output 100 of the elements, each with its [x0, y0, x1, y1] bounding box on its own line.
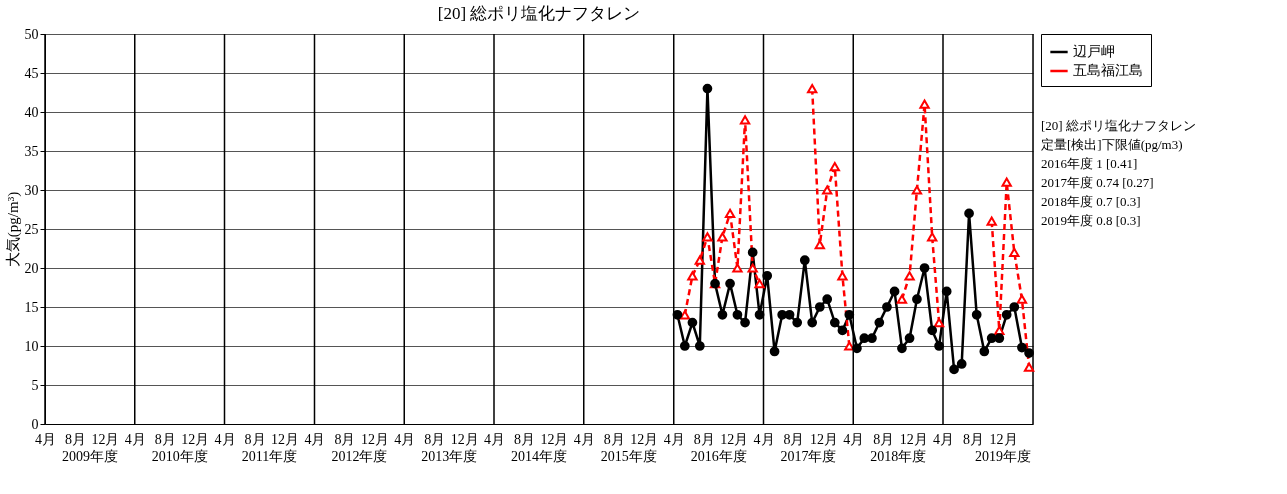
point — [762, 270, 773, 281]
y-tick-label: 50 — [24, 26, 39, 42]
point — [1017, 342, 1027, 353]
x2-tick-label: 2009年度 — [62, 449, 118, 464]
x2-tick-label: 2017年度 — [780, 449, 837, 464]
point — [717, 232, 728, 242]
y-axis-title: 大気(pg/m³) — [4, 191, 22, 268]
x-tick-label: 4月 — [484, 431, 505, 447]
point — [896, 294, 908, 304]
point — [844, 309, 855, 320]
x2-tick-label: 2011年度 — [241, 449, 298, 464]
point — [747, 247, 758, 258]
point — [702, 232, 713, 242]
point — [994, 325, 1005, 336]
point — [747, 263, 758, 273]
point — [1001, 309, 1012, 320]
point — [919, 263, 930, 273]
y-tick-label: 30 — [24, 182, 39, 198]
point — [822, 185, 833, 195]
x-tick-label: 12月 — [720, 431, 749, 447]
point — [679, 310, 690, 320]
x-tick-label: 4月 — [573, 431, 595, 447]
point — [927, 232, 938, 242]
point — [971, 309, 982, 320]
x-tick-label: 8月 — [514, 431, 535, 447]
point — [687, 317, 698, 328]
x-tick-label: 8月 — [244, 431, 266, 447]
x2-tick-label: 2010年度 — [151, 449, 208, 464]
point — [1024, 348, 1034, 358]
text: 定量[検出]下限値(pg/m3) — [1041, 137, 1183, 152]
x-tick-label: 8月 — [334, 431, 356, 447]
point — [1009, 302, 1020, 312]
point — [986, 216, 997, 226]
point — [769, 346, 780, 357]
point — [687, 271, 698, 281]
point — [956, 359, 967, 369]
point — [739, 115, 751, 125]
point — [964, 208, 974, 219]
x2-tick-label: 2019年度 — [975, 449, 1031, 464]
point — [672, 309, 683, 320]
x-tick-label: 12月 — [91, 431, 120, 447]
point — [1001, 177, 1012, 187]
point — [934, 341, 944, 351]
x2-tick-label: 2013年度 — [421, 449, 478, 464]
y-tick-label: 25 — [24, 221, 39, 237]
point — [807, 317, 818, 328]
point — [1016, 294, 1028, 304]
y-tick-label: 5 — [31, 377, 39, 393]
y-tick-label: 40 — [24, 104, 39, 120]
point — [784, 309, 795, 320]
x-tick-label: 8月 — [65, 431, 86, 447]
x-tick-label: 12月 — [810, 431, 838, 447]
x-tick-label: 4月 — [35, 431, 56, 447]
x-tick-label: 12月 — [630, 431, 659, 447]
point — [754, 309, 765, 320]
x-tick-label: 4月 — [753, 431, 775, 447]
point — [732, 263, 743, 273]
point — [814, 302, 825, 312]
x-tick-label: 4月 — [394, 431, 416, 447]
point — [949, 364, 959, 375]
y-tick-label: 20 — [24, 260, 39, 276]
point — [867, 333, 877, 344]
point — [829, 161, 840, 172]
y-tick-label: 45 — [24, 65, 39, 81]
text: 2016年度 1 [0.41] — [1041, 156, 1138, 171]
x-tick-label: 12月 — [361, 431, 389, 447]
point — [732, 309, 743, 320]
point — [822, 294, 833, 305]
x-tick-label: 4月 — [304, 431, 326, 447]
x-tick-label: 8月 — [873, 431, 895, 447]
x2-tick-label: 2014年度 — [511, 449, 567, 464]
point — [897, 343, 907, 354]
point — [1009, 247, 1020, 258]
x-tick-label: 12月 — [450, 431, 479, 447]
x-tick-label: 8月 — [154, 431, 176, 447]
point — [874, 317, 885, 328]
x-tick-label: 4月 — [124, 431, 146, 447]
point — [724, 208, 736, 219]
x2-tick-label: 2018年度 — [870, 449, 927, 464]
x-tick-label: 4月 — [214, 431, 236, 447]
point — [829, 317, 840, 328]
point — [979, 346, 990, 357]
x-tick-label: 8月 — [693, 431, 715, 447]
x-tick-label: 12月 — [899, 431, 928, 447]
x-tick-label: 12月 — [540, 431, 569, 447]
x2-tick-label: 2016年度 — [690, 449, 747, 464]
point — [717, 309, 728, 320]
point — [1023, 362, 1035, 372]
x-tick-label: 4月 — [843, 431, 865, 447]
point — [986, 333, 997, 344]
x-tick-label: 8月 — [783, 431, 805, 447]
point — [837, 325, 848, 336]
x-tick-label: 8月 — [603, 431, 625, 447]
y-tick-label: 15 — [24, 299, 39, 315]
legend-label: 辺戸岬 — [1073, 44, 1115, 59]
point — [994, 333, 1005, 344]
point — [904, 333, 915, 344]
point — [941, 286, 952, 297]
point — [807, 83, 818, 94]
x2-tick-label: 2015年度 — [600, 449, 657, 464]
